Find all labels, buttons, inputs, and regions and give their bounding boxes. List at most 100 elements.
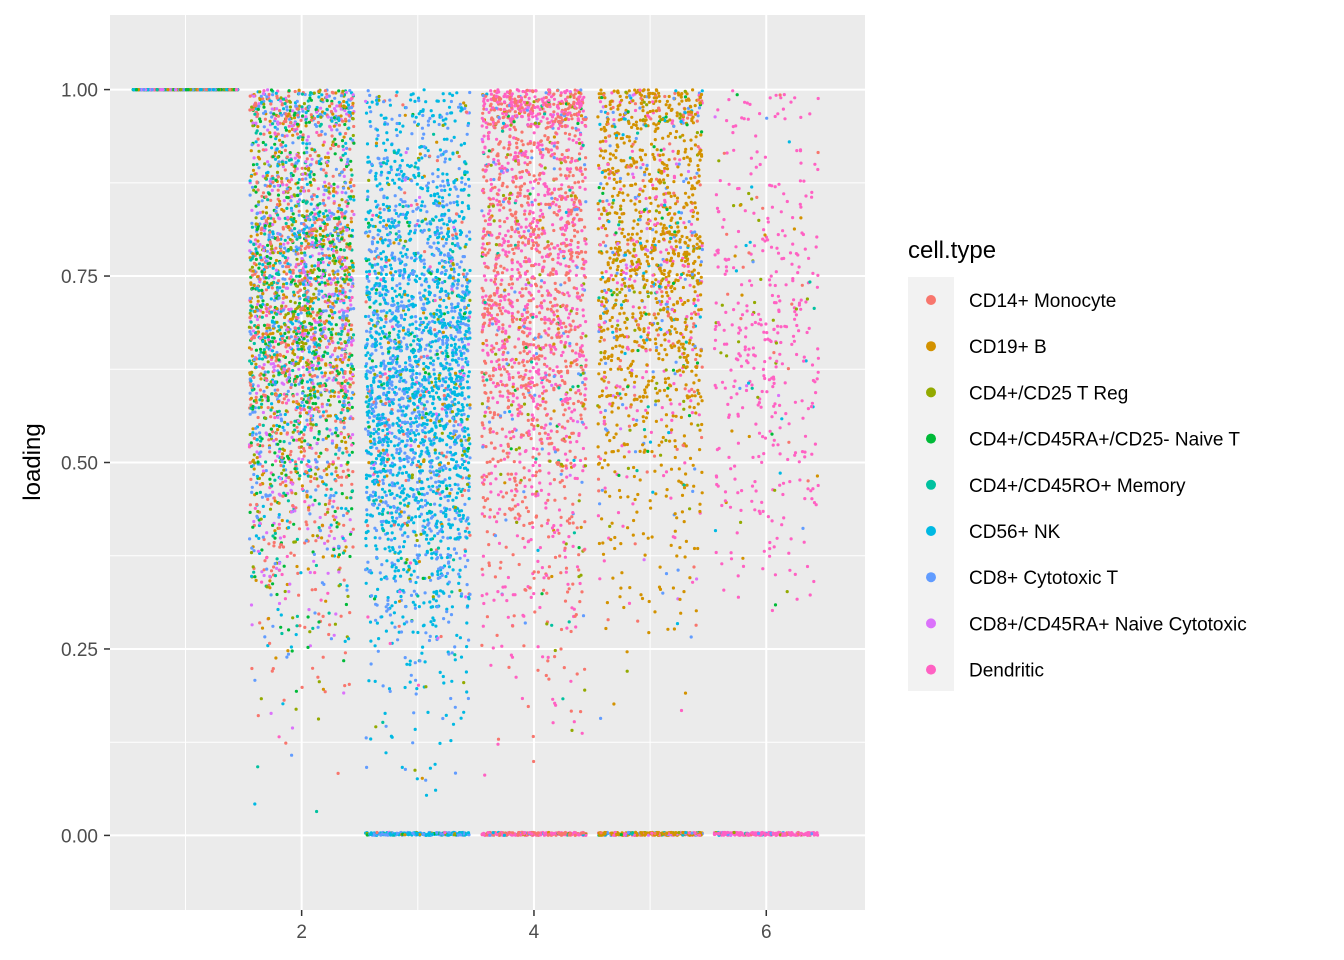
data-point bbox=[280, 631, 284, 636]
data-point bbox=[312, 292, 316, 296]
data-point bbox=[334, 612, 338, 616]
data-point bbox=[258, 398, 262, 402]
data-point bbox=[281, 285, 285, 289]
data-point bbox=[263, 336, 267, 340]
data-point bbox=[339, 230, 343, 235]
data-point bbox=[284, 484, 288, 488]
data-point bbox=[304, 177, 308, 181]
data-point bbox=[268, 240, 272, 244]
data-point bbox=[309, 495, 313, 499]
data-point bbox=[291, 351, 295, 355]
data-point bbox=[283, 412, 287, 417]
data-point bbox=[216, 88, 221, 92]
data-point bbox=[336, 434, 340, 438]
data-point bbox=[279, 613, 283, 617]
data-point bbox=[286, 262, 290, 266]
data-point bbox=[257, 104, 261, 108]
data-point bbox=[308, 304, 312, 309]
data-point bbox=[458, 265, 462, 269]
data-point bbox=[260, 548, 264, 552]
data-point bbox=[270, 247, 274, 251]
data-point bbox=[344, 191, 348, 195]
data-point bbox=[271, 582, 275, 586]
data-point bbox=[345, 268, 349, 272]
data-point bbox=[317, 409, 321, 413]
data-point bbox=[345, 511, 349, 515]
data-point bbox=[294, 689, 298, 693]
data-point bbox=[251, 329, 255, 333]
data-point bbox=[263, 162, 267, 166]
data-point bbox=[289, 510, 294, 514]
data-point bbox=[291, 368, 295, 373]
data-point bbox=[416, 459, 421, 464]
data-point bbox=[291, 109, 295, 113]
data-point bbox=[333, 152, 337, 156]
data-point bbox=[300, 347, 304, 351]
data-point bbox=[272, 368, 276, 373]
data-point bbox=[293, 383, 297, 387]
data-point bbox=[285, 134, 289, 138]
data-point bbox=[341, 551, 345, 555]
data-point bbox=[312, 91, 316, 95]
data-point bbox=[134, 88, 139, 92]
data-point bbox=[301, 365, 305, 369]
data-point bbox=[257, 357, 262, 361]
data-point bbox=[295, 161, 299, 165]
data-point bbox=[294, 379, 298, 383]
data-point bbox=[292, 522, 296, 526]
data-point bbox=[291, 430, 295, 434]
data-point bbox=[330, 339, 334, 343]
data-point bbox=[266, 370, 270, 374]
data-point bbox=[255, 450, 259, 454]
data-point bbox=[409, 164, 413, 168]
data-point bbox=[309, 228, 314, 232]
data-point bbox=[342, 399, 346, 403]
data-point bbox=[335, 416, 339, 420]
data-point bbox=[277, 501, 281, 505]
data-point bbox=[344, 440, 348, 444]
data-point bbox=[368, 305, 372, 309]
data-point bbox=[279, 142, 283, 146]
data-point bbox=[302, 189, 306, 193]
data-point bbox=[289, 299, 293, 303]
data-point bbox=[283, 168, 287, 172]
data-point bbox=[271, 523, 275, 528]
data-point bbox=[272, 184, 276, 188]
data-point bbox=[291, 314, 295, 318]
data-point bbox=[274, 178, 278, 182]
data-point bbox=[299, 460, 303, 464]
data-point bbox=[324, 418, 328, 422]
data-point bbox=[256, 765, 260, 769]
data-point bbox=[345, 584, 349, 588]
data-point bbox=[277, 513, 281, 517]
data-point bbox=[378, 182, 382, 186]
data-point bbox=[332, 186, 336, 191]
data-point bbox=[254, 216, 258, 220]
data-point bbox=[310, 351, 314, 355]
data-point bbox=[315, 465, 319, 469]
data-point bbox=[276, 415, 280, 419]
data-point bbox=[307, 459, 311, 464]
data-point bbox=[276, 114, 280, 118]
data-point bbox=[435, 159, 439, 163]
data-point bbox=[261, 210, 265, 214]
data-point bbox=[316, 675, 320, 679]
data-point bbox=[348, 298, 352, 303]
data-point bbox=[299, 308, 303, 312]
data-point bbox=[345, 496, 349, 500]
data-point bbox=[343, 352, 347, 356]
data-point bbox=[335, 364, 339, 368]
data-point bbox=[264, 460, 268, 464]
data-point bbox=[253, 309, 257, 314]
data-point bbox=[271, 490, 275, 494]
data-point bbox=[346, 329, 350, 333]
data-point bbox=[313, 212, 317, 216]
data-point bbox=[325, 95, 329, 99]
data-point bbox=[286, 649, 290, 653]
data-point bbox=[304, 111, 308, 115]
data-point bbox=[272, 565, 276, 569]
data-point bbox=[308, 180, 312, 184]
data-point bbox=[262, 363, 266, 367]
data-point bbox=[248, 179, 252, 183]
data-point bbox=[348, 247, 352, 251]
